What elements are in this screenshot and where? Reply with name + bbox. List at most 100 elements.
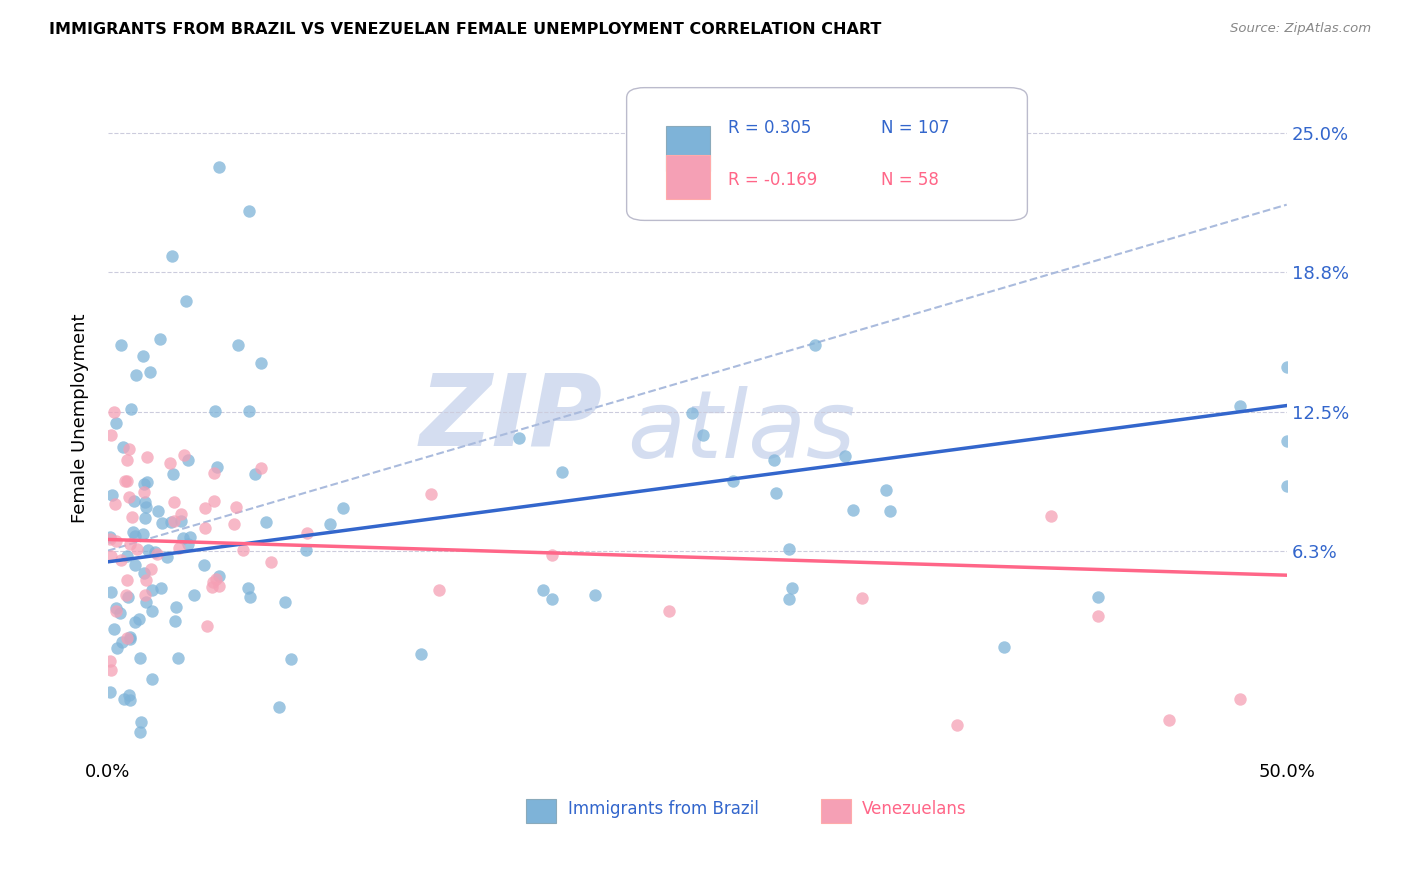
Venezuelans xyxy=(115,453,138,467)
Immigrants from Brazil xyxy=(118,688,141,702)
Venezuelans xyxy=(1039,509,1062,524)
Immigrants from Brazil xyxy=(332,500,354,515)
Venezuelans xyxy=(658,604,681,618)
Immigrants from Brazil xyxy=(112,691,135,706)
Venezuelans xyxy=(118,537,141,551)
Venezuelans xyxy=(105,604,128,618)
Immigrants from Brazil xyxy=(128,725,150,739)
Venezuelans xyxy=(232,543,254,558)
Immigrants from Brazil xyxy=(143,545,166,559)
Y-axis label: Female Unemployment: Female Unemployment xyxy=(72,313,89,523)
Venezuelans xyxy=(159,456,181,470)
Immigrants from Brazil xyxy=(132,350,155,364)
Venezuelans xyxy=(117,573,139,587)
Immigrants from Brazil xyxy=(141,582,163,597)
Immigrants from Brazil xyxy=(129,651,152,665)
FancyBboxPatch shape xyxy=(526,799,555,823)
Immigrants from Brazil xyxy=(1275,360,1298,375)
Venezuelans xyxy=(851,591,873,605)
Venezuelans xyxy=(1229,691,1251,706)
Immigrants from Brazil xyxy=(163,614,186,628)
Venezuelans xyxy=(419,486,441,500)
Immigrants from Brazil xyxy=(105,416,128,430)
Immigrants from Brazil xyxy=(105,640,128,655)
Venezuelans xyxy=(132,485,155,500)
Immigrants from Brazil xyxy=(205,459,228,474)
Immigrants from Brazil xyxy=(254,515,277,529)
Immigrants from Brazil xyxy=(136,543,159,558)
Venezuelans xyxy=(125,542,148,557)
Venezuelans xyxy=(1157,713,1180,727)
Immigrants from Brazil xyxy=(120,632,142,647)
Text: N = 107: N = 107 xyxy=(882,120,949,137)
Venezuelans xyxy=(194,501,217,516)
Venezuelans xyxy=(163,495,186,509)
Venezuelans xyxy=(134,588,156,602)
Immigrants from Brazil xyxy=(551,465,574,479)
Immigrants from Brazil xyxy=(149,332,172,346)
Venezuelans xyxy=(105,534,128,549)
Venezuelans xyxy=(250,460,273,475)
Immigrants from Brazil xyxy=(167,651,190,665)
Immigrants from Brazil xyxy=(681,406,703,420)
Immigrants from Brazil xyxy=(121,524,143,539)
Immigrants from Brazil xyxy=(170,514,193,528)
Venezuelans xyxy=(202,466,225,480)
Immigrants from Brazil xyxy=(294,543,316,558)
Immigrants from Brazil xyxy=(875,483,897,497)
Venezuelans xyxy=(163,514,186,528)
Text: R = -0.169: R = -0.169 xyxy=(728,171,817,189)
Text: Immigrants from Brazil: Immigrants from Brazil xyxy=(568,800,759,818)
Immigrants from Brazil xyxy=(993,640,1015,654)
Immigrants from Brazil xyxy=(176,537,198,551)
Immigrants from Brazil xyxy=(1275,479,1298,493)
Immigrants from Brazil xyxy=(141,672,163,686)
Text: Venezuelans: Venezuelans xyxy=(862,800,967,818)
Immigrants from Brazil xyxy=(118,631,141,645)
Immigrants from Brazil xyxy=(101,488,124,502)
Immigrants from Brazil xyxy=(165,600,187,615)
Immigrants from Brazil xyxy=(273,595,295,609)
Venezuelans xyxy=(118,442,141,457)
Immigrants from Brazil xyxy=(174,293,197,308)
Immigrants from Brazil xyxy=(100,585,122,599)
Immigrants from Brazil xyxy=(208,569,231,583)
Immigrants from Brazil xyxy=(136,475,159,490)
Immigrants from Brazil xyxy=(103,622,125,636)
Text: IMMIGRANTS FROM BRAZIL VS VENEZUELAN FEMALE UNEMPLOYMENT CORRELATION CHART: IMMIGRANTS FROM BRAZIL VS VENEZUELAN FEM… xyxy=(49,22,882,37)
Immigrants from Brazil xyxy=(122,493,145,508)
Venezuelans xyxy=(110,553,132,567)
Immigrants from Brazil xyxy=(162,467,184,481)
Immigrants from Brazil xyxy=(1275,434,1298,448)
Venezuelans xyxy=(173,449,195,463)
Immigrants from Brazil xyxy=(208,160,231,174)
Immigrants from Brazil xyxy=(778,542,800,557)
Venezuelans xyxy=(1087,609,1109,624)
Venezuelans xyxy=(195,618,218,632)
Immigrants from Brazil xyxy=(172,532,194,546)
Immigrants from Brazil xyxy=(692,428,714,442)
Immigrants from Brazil xyxy=(239,590,262,604)
Venezuelans xyxy=(114,474,136,488)
Immigrants from Brazil xyxy=(124,529,146,543)
Immigrants from Brazil xyxy=(319,516,342,531)
Immigrants from Brazil xyxy=(117,590,139,604)
Immigrants from Brazil xyxy=(1087,591,1109,605)
Immigrants from Brazil xyxy=(721,474,744,488)
Immigrants from Brazil xyxy=(280,651,302,665)
Venezuelans xyxy=(945,718,967,732)
Venezuelans xyxy=(222,517,245,532)
Venezuelans xyxy=(169,508,191,522)
Immigrants from Brazil xyxy=(765,486,787,500)
Immigrants from Brazil xyxy=(134,511,156,525)
Text: N = 58: N = 58 xyxy=(882,171,939,189)
Venezuelans xyxy=(225,500,247,514)
Venezuelans xyxy=(194,521,217,535)
Immigrants from Brazil xyxy=(108,606,131,620)
Venezuelans xyxy=(204,494,226,508)
Immigrants from Brazil xyxy=(160,249,183,263)
Immigrants from Brazil xyxy=(128,612,150,626)
Immigrants from Brazil xyxy=(204,404,226,418)
Immigrants from Brazil xyxy=(124,558,146,572)
Immigrants from Brazil xyxy=(141,603,163,617)
